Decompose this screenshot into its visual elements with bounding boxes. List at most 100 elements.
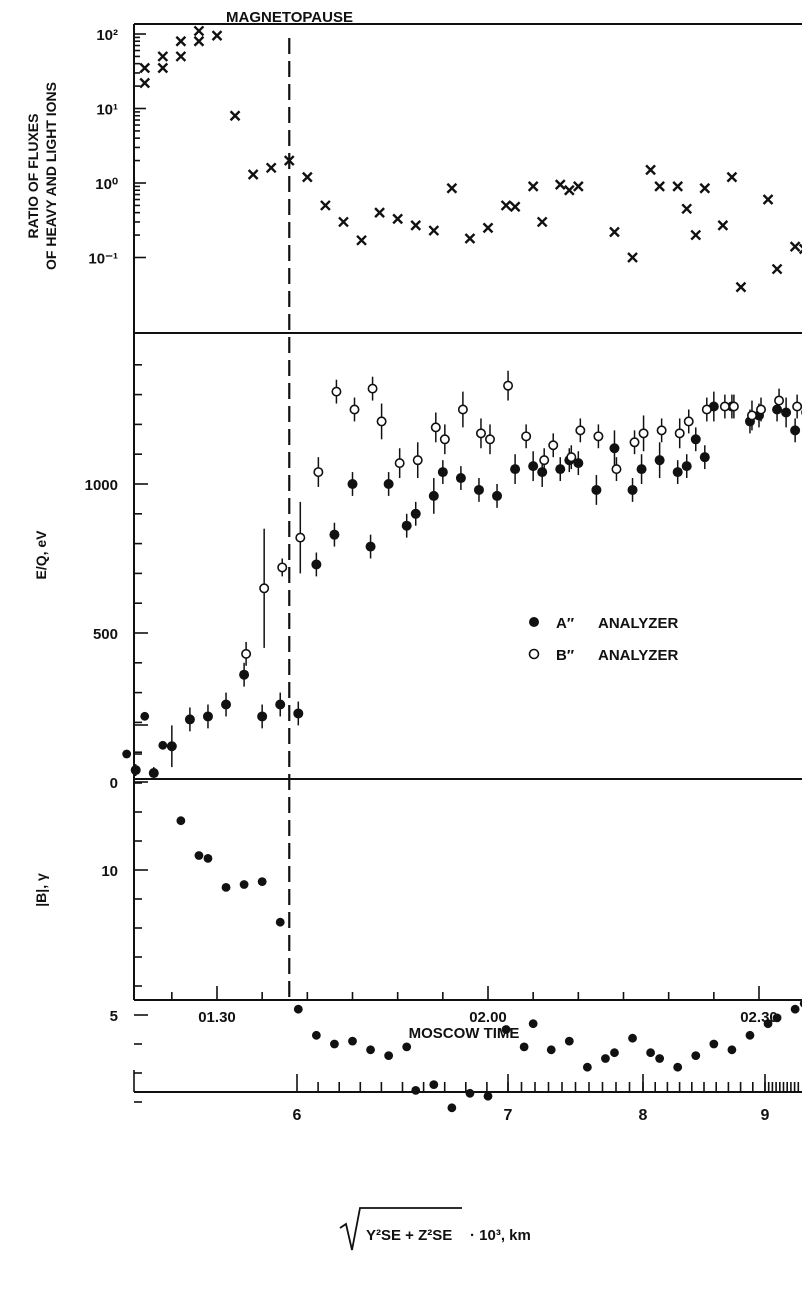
distance-sqrt-expression: Y²SE + Z²SE: [366, 1227, 452, 1244]
a-analyzer-data-point: [429, 491, 439, 501]
ratio-data-point: [429, 226, 438, 235]
b-field-data-point: [746, 1031, 755, 1040]
a-analyzer-data-point: [185, 714, 195, 724]
b-analyzer-data-point: [242, 650, 250, 658]
ratio-data-point: [646, 165, 655, 174]
b-analyzer-data-point: [260, 584, 268, 592]
a-analyzer-data-point: [275, 700, 285, 710]
ratio-data-point: [718, 221, 727, 230]
ratio-data-point: [321, 201, 330, 210]
a-analyzer-data-point: [239, 670, 249, 680]
distance-axis-label: · 10³, km: [470, 1227, 531, 1244]
legend-a-symbol: A″: [556, 615, 574, 632]
b-analyzer-data-point: [522, 432, 530, 440]
a-analyzer-data-point: [203, 711, 213, 721]
ratio-data-point: [140, 63, 149, 72]
ratio-data-point: [502, 201, 511, 210]
b-field-data-point: [348, 1037, 357, 1046]
panel2-y-tick-label: 500: [93, 626, 118, 643]
b-field-data-point: [447, 1103, 456, 1112]
b-field-data-point: [565, 1037, 574, 1046]
a-analyzer-data-point: [591, 485, 601, 495]
b-analyzer-data-point: [594, 432, 602, 440]
b-field-data-point: [484, 1092, 493, 1101]
b-field-data-point: [502, 1025, 511, 1034]
a-analyzer-data-point: [655, 455, 665, 465]
panel3-ylabel: |B|, γ: [33, 873, 49, 907]
legend: A″ ANALYZER B″ ANALYZER: [529, 615, 678, 664]
ratio-data-point: [339, 217, 348, 226]
b-field-data-point: [655, 1054, 664, 1063]
b-analyzer-data-point: [685, 417, 693, 425]
legend-b-symbol: B″: [556, 647, 574, 664]
b-analyzer-data-point: [567, 453, 575, 461]
ratio-data-point: [194, 26, 203, 35]
panel1-ylabel-line1: RATIO OF FLUXES: [25, 114, 41, 239]
b-field-data-point: [122, 750, 131, 759]
a-analyzer-data-point: [131, 765, 141, 775]
ratio-data-point: [393, 214, 402, 223]
b-field-data-point: [791, 1005, 800, 1014]
b-analyzer-data-point: [730, 402, 738, 410]
a-analyzer-data-point: [772, 405, 782, 415]
distance-axis-tick-label: 6: [293, 1107, 302, 1124]
a-analyzer-data-point: [257, 711, 267, 721]
b-field-data-point: [583, 1063, 592, 1072]
b-field-data-point: [764, 1019, 773, 1028]
ratio-data-point: [511, 202, 520, 211]
b-field-data-point: [195, 851, 204, 860]
a-analyzer-data-point: [528, 461, 538, 471]
b-field-data-point: [529, 1019, 538, 1028]
ratio-data-point: [556, 180, 565, 189]
ratio-data-point: [682, 204, 691, 213]
a-analyzer-data-point: [384, 479, 394, 489]
ratio-data-point: [465, 234, 474, 243]
panel3-y-tick-label: 10: [101, 863, 118, 880]
a-analyzer-data-point: [411, 509, 421, 519]
b-field-data-point: [384, 1051, 393, 1060]
b-field-data-point: [628, 1034, 637, 1043]
b-analyzer-data-point: [459, 405, 467, 413]
b-analyzer-data-point: [395, 459, 403, 467]
b-analyzer-data-point: [350, 405, 358, 413]
a-analyzer-data-point: [637, 464, 647, 474]
b-field-data-point: [728, 1045, 737, 1054]
b-analyzer-data-point: [676, 429, 684, 437]
ratio-data-point: [727, 173, 736, 182]
a-analyzer-data-point: [366, 542, 376, 552]
ratio-data-point: [574, 182, 583, 191]
b-field-data-point: [140, 712, 149, 721]
a-analyzer-data-point: [149, 768, 159, 778]
b-field-data-point: [601, 1054, 610, 1063]
b-field-data-point: [240, 880, 249, 889]
b-analyzer-data-point: [368, 384, 376, 392]
a-analyzer-data-point: [790, 425, 800, 435]
b-field-data-point: [402, 1043, 411, 1052]
ratio-data-point: [700, 184, 709, 193]
a-analyzer-data-point: [293, 708, 303, 718]
ratio-data-point: [158, 52, 167, 61]
legend-b-marker: [530, 650, 539, 659]
ratio-data-point: [176, 37, 185, 46]
b-analyzer-data-point: [775, 396, 783, 404]
b-field-data-point: [547, 1045, 556, 1054]
time-axis-tick-label: 01.30: [198, 1009, 236, 1026]
b-field-data-point: [709, 1040, 718, 1049]
a-analyzer-data-point: [700, 452, 710, 462]
a-analyzer-data-point: [329, 530, 339, 540]
ratio-data-point: [484, 223, 493, 232]
b-analyzer-data-point: [504, 381, 512, 389]
a-analyzer-data-point: [456, 473, 466, 483]
b-field-data-point: [294, 1005, 303, 1014]
distance-axis-tick-label: 8: [639, 1107, 648, 1124]
b-field-data-point: [204, 854, 213, 863]
panel1-y-tick-label: 10⁻¹: [88, 251, 118, 268]
legend-a-label: ANALYZER: [598, 615, 678, 632]
panel3-y-tick-label: 5: [110, 1008, 118, 1025]
b-analyzer-data-point: [477, 429, 485, 437]
ratio-data-point: [194, 37, 203, 46]
a-analyzer-data-point: [311, 559, 321, 569]
b-analyzer-data-point: [377, 417, 385, 425]
a-analyzer-data-point: [609, 443, 619, 453]
b-analyzer-data-point: [540, 456, 548, 464]
